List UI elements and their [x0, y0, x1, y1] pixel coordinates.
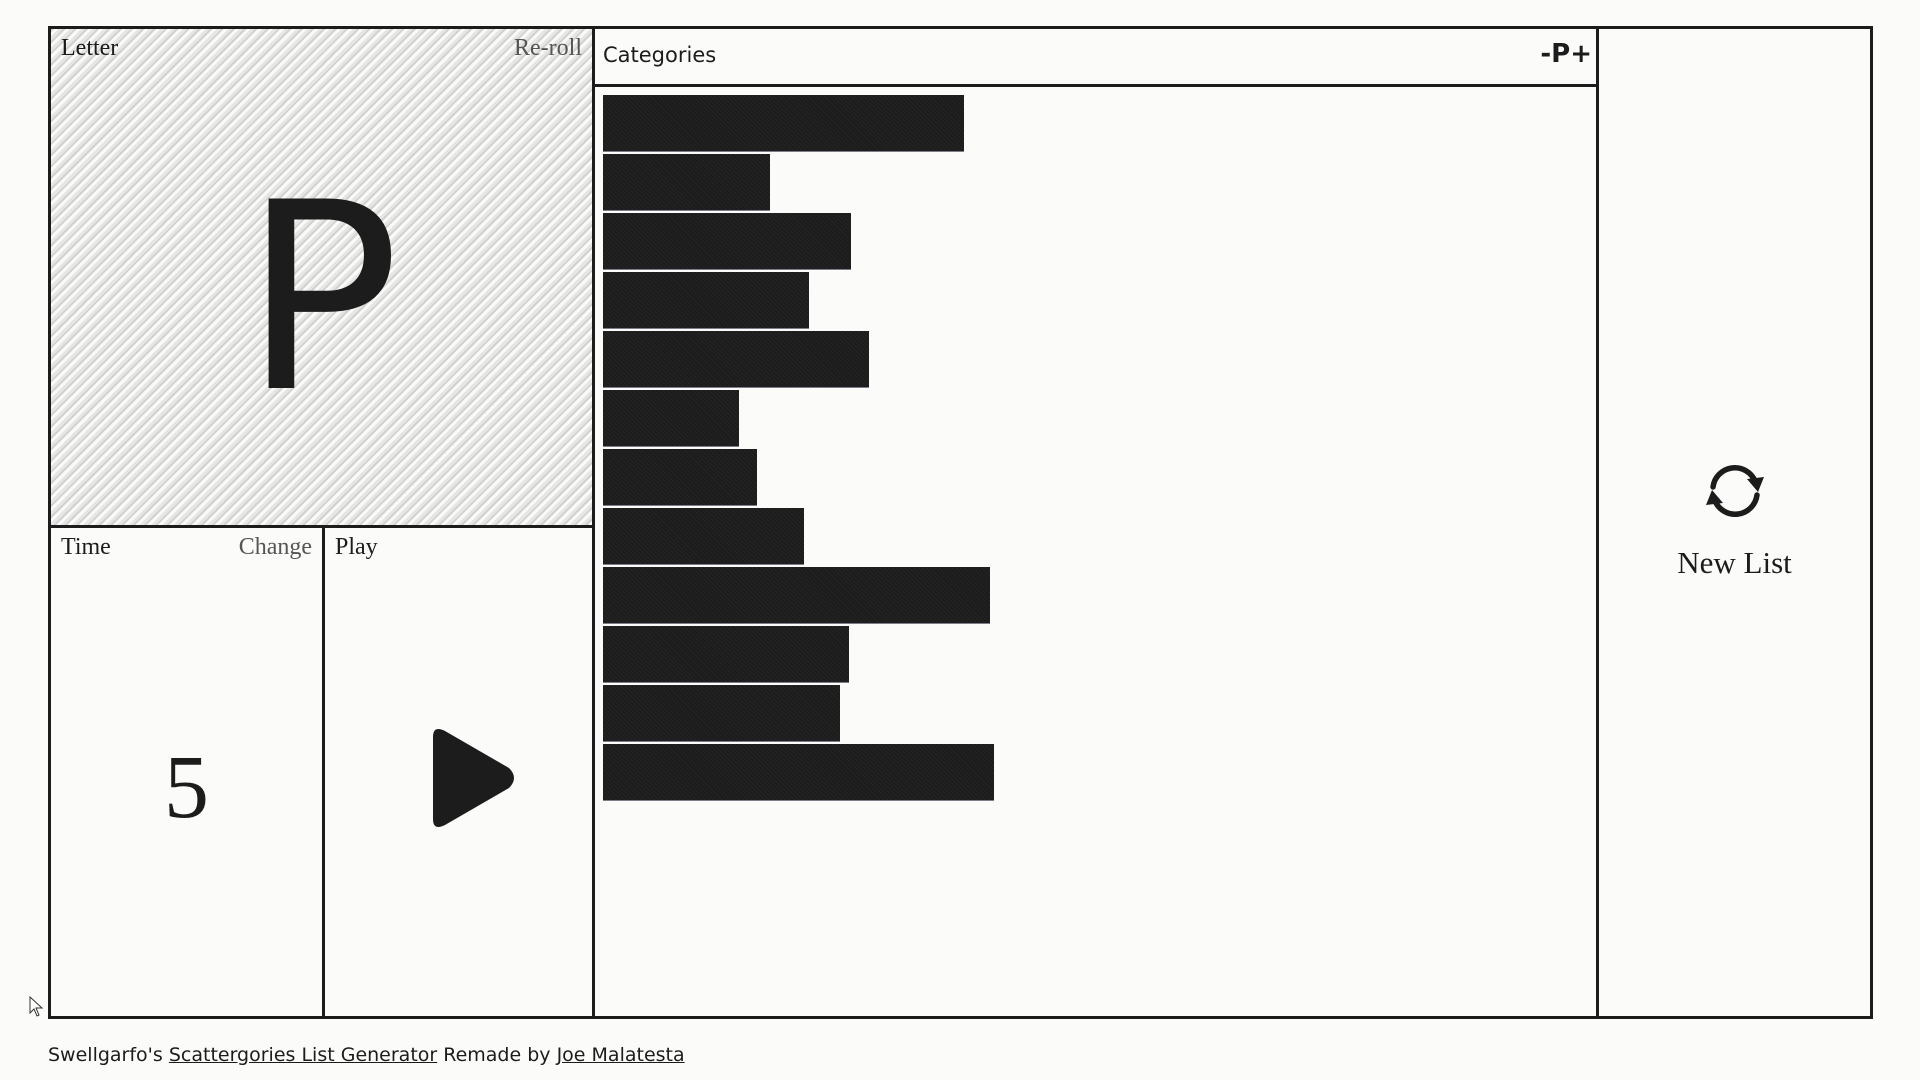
mouse-cursor-icon: [29, 996, 44, 1017]
refresh-icon: [1706, 465, 1764, 517]
letter-controls: - P +: [1540, 39, 1592, 69]
categories-header: Categories - P +: [595, 29, 1596, 87]
category-bar[interactable]: [603, 744, 995, 801]
play-panel[interactable]: Play: [325, 528, 595, 1019]
author-link[interactable]: Joe Malatesta: [556, 1044, 685, 1066]
time-value: 5: [164, 738, 209, 837]
category-bar[interactable]: [603, 95, 965, 152]
category-bar[interactable]: [603, 567, 991, 624]
header-letter: P: [1551, 39, 1571, 69]
time-panel: Time Change 5: [51, 528, 325, 1019]
play-icon[interactable]: [421, 723, 521, 833]
scattergories-link[interactable]: Scattergories List Generator: [168, 1044, 438, 1066]
app-frame: Letter Re-roll P Time Change 5 Play Cate…: [48, 26, 1873, 1019]
category-bar[interactable]: [603, 626, 850, 683]
play-label: Play: [335, 534, 378, 560]
new-list-label: New List: [1677, 545, 1792, 580]
category-bar[interactable]: [603, 508, 804, 565]
categories-title: Categories: [603, 43, 717, 67]
category-bar[interactable]: [603, 685, 841, 742]
category-bar[interactable]: [603, 390, 739, 447]
category-bar[interactable]: [603, 213, 852, 270]
reroll-button[interactable]: Re-roll: [514, 35, 582, 61]
category-bar[interactable]: [603, 154, 771, 211]
category-bar[interactable]: [603, 331, 869, 388]
current-letter: P: [243, 148, 400, 450]
next-letter-button[interactable]: +: [1570, 39, 1592, 69]
footer-prefix: Swellgarfo's: [48, 1044, 169, 1066]
category-bar[interactable]: [603, 272, 809, 329]
letter-panel: Letter Re-roll P: [51, 29, 595, 528]
category-bar[interactable]: [603, 449, 757, 506]
footer: Swellgarfo's Scattergories List Generato…: [48, 1044, 685, 1066]
new-list-button[interactable]: New List: [1599, 29, 1870, 1019]
footer-middle: Remade by: [437, 1044, 557, 1066]
letter-label: Letter: [61, 35, 119, 61]
change-time-button[interactable]: Change: [238, 534, 312, 560]
categories-panel: Categories - P +: [595, 29, 1599, 1019]
previous-letter-button[interactable]: -: [1540, 39, 1552, 69]
category-list: [603, 95, 1588, 803]
time-label: Time: [61, 534, 111, 560]
